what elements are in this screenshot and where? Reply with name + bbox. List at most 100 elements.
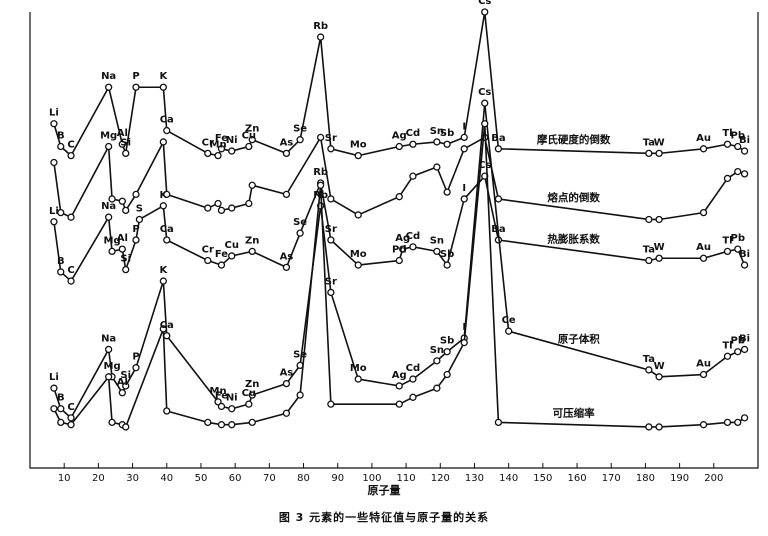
point-label: Li xyxy=(49,372,59,383)
point-label: Pb xyxy=(730,233,745,244)
series-layer xyxy=(50,8,749,431)
data-point xyxy=(159,277,167,285)
data-point xyxy=(645,256,653,265)
data-point xyxy=(163,190,171,199)
x-axis: 10 20 30 40 50 60 70 80 90 100 110 120 130 140 150 160 1… xyxy=(29,12,759,484)
point-label: Se xyxy=(293,124,307,135)
data-point xyxy=(734,418,742,427)
point-label: Rb xyxy=(313,190,328,201)
data-point xyxy=(163,236,171,244)
data-point xyxy=(163,126,171,135)
data-point xyxy=(108,247,116,256)
data-point xyxy=(122,149,130,158)
point-label: Au xyxy=(696,133,711,144)
point-label: Pb xyxy=(730,336,745,347)
point-label: Na xyxy=(101,333,116,344)
series-line xyxy=(53,122,746,428)
data-point xyxy=(67,277,75,285)
data-point xyxy=(214,151,222,160)
point-label: B xyxy=(57,393,65,404)
point-label: C xyxy=(67,402,74,413)
x-tick-label: 30 xyxy=(126,473,139,484)
data-point xyxy=(740,170,749,178)
point-label: P xyxy=(132,71,139,82)
data-point xyxy=(132,364,140,372)
data-point xyxy=(740,414,749,422)
x-tick-label: 130 xyxy=(465,473,484,484)
point-label: As xyxy=(280,137,294,148)
point-label: W xyxy=(654,137,665,148)
data-point xyxy=(327,236,335,244)
data-point xyxy=(163,332,171,340)
data-point xyxy=(699,145,708,153)
data-point xyxy=(217,261,226,269)
data-point xyxy=(118,197,126,205)
data-point xyxy=(443,188,451,196)
data-point xyxy=(104,373,113,381)
point-label: Se xyxy=(293,349,307,360)
point-label: S xyxy=(136,203,143,214)
point-label: Ta xyxy=(643,354,655,365)
point-label: W xyxy=(654,361,665,372)
data-point xyxy=(494,145,503,153)
point-label: Se xyxy=(293,217,307,228)
data-point xyxy=(118,245,126,253)
x-tick-label: 180 xyxy=(636,473,655,484)
point-label: K xyxy=(159,71,168,82)
data-point xyxy=(395,142,403,151)
data-point xyxy=(481,99,489,107)
x-tick-label: 10 xyxy=(58,473,71,484)
point-label: Mg xyxy=(104,361,121,372)
point-label: Zn xyxy=(245,124,259,135)
data-point xyxy=(50,384,58,392)
data-point xyxy=(135,215,144,224)
data-point xyxy=(723,352,732,360)
data-point xyxy=(327,145,335,153)
data-point xyxy=(159,202,167,210)
point-label: As xyxy=(280,251,294,262)
data-point xyxy=(67,151,75,160)
point-label: Mn xyxy=(210,386,227,397)
data-point xyxy=(104,345,113,354)
data-point xyxy=(395,256,403,265)
data-point xyxy=(132,236,140,244)
point-label: Si xyxy=(120,137,131,148)
data-point xyxy=(740,147,749,155)
point-label: Sr xyxy=(325,224,337,235)
x-tick-label: 70 xyxy=(263,473,276,484)
data-point xyxy=(494,418,503,427)
data-point xyxy=(460,338,468,347)
data-point xyxy=(228,405,236,413)
data-point xyxy=(282,409,291,417)
point-label: Rb xyxy=(313,21,328,32)
point-label: Cu xyxy=(242,131,256,142)
point-label: K xyxy=(159,265,168,276)
point-label: Au xyxy=(696,242,711,253)
data-point xyxy=(122,423,130,431)
point-label: K xyxy=(159,190,168,201)
point-label: Cr xyxy=(202,137,214,148)
point-label: Ca xyxy=(160,224,174,235)
point-label: W xyxy=(654,242,665,253)
plot-frame xyxy=(29,12,759,469)
data-point xyxy=(655,215,663,224)
x-tick-label: 110 xyxy=(397,473,416,484)
x-tick-label: 170 xyxy=(602,473,621,484)
data-point xyxy=(67,414,75,422)
data-point xyxy=(460,195,468,203)
data-point xyxy=(217,145,226,153)
data-point xyxy=(395,400,403,408)
point-label: Cu xyxy=(242,388,256,399)
data-point xyxy=(204,256,212,265)
point-label: Sn xyxy=(430,126,444,137)
data-point xyxy=(699,254,708,262)
data-point xyxy=(734,142,742,151)
x-tick-label: 90 xyxy=(331,473,344,484)
x-tick-label: 60 xyxy=(229,473,242,484)
data-point xyxy=(354,261,362,269)
data-point xyxy=(734,245,742,253)
point-label: Rb xyxy=(313,167,328,178)
point-label: Ca xyxy=(160,115,174,126)
data-point xyxy=(723,247,732,256)
data-point xyxy=(460,133,468,142)
